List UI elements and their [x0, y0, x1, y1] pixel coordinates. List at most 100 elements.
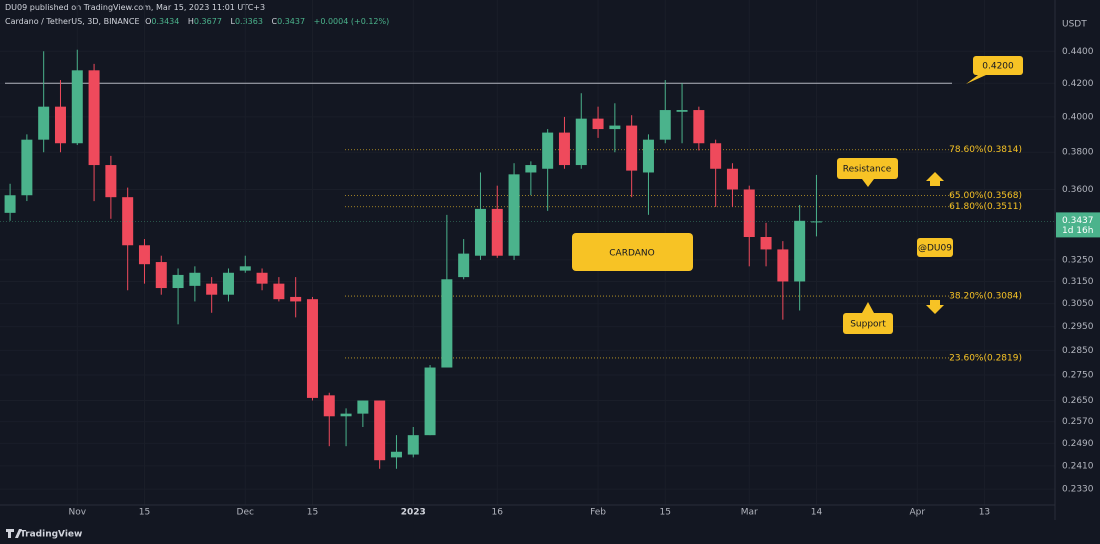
x-tick-label: 13: [979, 508, 990, 518]
candle-body: [659, 110, 671, 140]
x-tick-label: 16: [492, 508, 504, 518]
x-tick-label: 14: [811, 508, 823, 518]
candle-body: [525, 165, 537, 173]
up-arrow: [926, 172, 944, 186]
candle-body: [256, 272, 268, 284]
candle-body: [323, 395, 335, 417]
candle-body: [558, 132, 570, 166]
y-tick-label: 0.4400: [1062, 47, 1094, 57]
y-tick-label: 0.4000: [1062, 112, 1094, 122]
ohlc-letter: L: [230, 17, 235, 26]
candle-body: [794, 220, 806, 282]
title: CARDANO: [609, 249, 654, 259]
symbol: Cardano / TetherUS, 3D, BINANCE: [5, 17, 140, 26]
candle-body: [474, 208, 486, 256]
price-tag-value: 0.3437: [1062, 216, 1094, 226]
candle-body: [189, 272, 201, 286]
x-tick-label: Apr: [909, 508, 925, 518]
candle-body: [222, 272, 234, 295]
grid: [0, 0, 1055, 505]
price-tag: [1056, 212, 1100, 238]
y-tick-label: 0.2850: [1062, 346, 1094, 356]
candle-body: [458, 253, 470, 278]
x-tick-label: Dec: [237, 508, 254, 518]
candle-body: [542, 132, 554, 169]
candle-body: [491, 208, 503, 256]
x-tick-label: 15: [139, 508, 150, 518]
support-box: [843, 313, 893, 334]
candle-body: [626, 125, 638, 171]
y-tick-label: 0.3250: [1062, 255, 1094, 265]
resistance-label: Resistance: [843, 165, 892, 175]
level-callout-box: [973, 56, 1023, 75]
fib-label: 78.60%(0.3814): [949, 145, 1022, 155]
candle-body: [592, 118, 604, 130]
ohlc-value: 0.3677: [193, 17, 222, 26]
fib-label: 61.80%(0.3511): [949, 202, 1022, 212]
y-tick-label: 0.2750: [1062, 370, 1094, 380]
ohlc-letter: C: [271, 17, 278, 26]
logo-icon: [6, 529, 22, 538]
candle-body: [239, 266, 251, 271]
candle-body: [290, 296, 302, 302]
y-tick-label: 0.3150: [1062, 277, 1094, 287]
y-tick-label: 0.2330: [1062, 485, 1094, 495]
x-tick-label: Mar: [741, 508, 758, 518]
candle-body: [138, 245, 150, 265]
resistance-pointer: [862, 179, 874, 187]
ohlc-letter: O: [145, 17, 152, 26]
support-pointer: [862, 302, 874, 313]
ohlc-value: 0.3434: [151, 17, 180, 26]
candle-body: [122, 197, 134, 246]
fib-label: 65.00%(0.3568): [949, 191, 1022, 201]
logo: TradingView: [20, 530, 82, 540]
candle-body: [777, 249, 789, 282]
candle-body: [743, 189, 755, 238]
x-tick-label: 2023: [401, 508, 426, 518]
y-tick-label: 0.2650: [1062, 396, 1094, 406]
ohlc: C0.3437: [271, 17, 308, 26]
y-tick-label: 0.2490: [1062, 439, 1094, 449]
candle-body: [172, 274, 184, 289]
candle-body: [575, 118, 587, 166]
fib-label: 23.60%(0.2819): [949, 353, 1022, 363]
candle-body: [710, 143, 722, 169]
marks: 0.4400 0.4200 0.4000 0.3800 0.3600 0.3250 0.31…: [0, 47, 1100, 518]
title-box: [572, 233, 693, 271]
candle-body: [88, 70, 100, 166]
change: +0.0004 (+0.12%): [313, 17, 390, 26]
resistance-box: [837, 158, 898, 179]
candle-body: [340, 413, 352, 417]
candle-body: [4, 195, 16, 213]
candle-body: [676, 110, 688, 112]
candle-body: [760, 237, 772, 250]
y-tick-label: 0.2570: [1062, 417, 1094, 427]
down-arrow: [926, 300, 944, 314]
ohlc: L0.3363: [230, 17, 265, 26]
symbol-line: Cardano / TetherUS, 3D, BINANCE O0.3434 …: [5, 17, 392, 26]
candle-body: [306, 299, 318, 398]
x-tick-label: 15: [307, 508, 318, 518]
publisher: DU09 published on TradingView.com, Mar 1…: [5, 3, 266, 12]
candle-body: [357, 400, 369, 414]
candle-body: [407, 435, 419, 455]
y-tick-label: 0.2950: [1062, 322, 1094, 332]
candle-body: [424, 367, 436, 436]
x-tick-label: Feb: [590, 508, 606, 518]
candle-body: [508, 174, 520, 256]
y-tick-label: 0.3050: [1062, 299, 1094, 309]
price-tag-countdown: 1d 16h: [1062, 226, 1093, 236]
candle-body: [54, 106, 66, 144]
candle-body: [609, 125, 621, 130]
y-tick-label: 0.3800: [1062, 148, 1094, 158]
y-tick-label: 0.2410: [1062, 461, 1094, 471]
candle-body: [155, 262, 167, 289]
y-tick-label: 0.4200: [1062, 79, 1094, 89]
candle-body: [71, 70, 83, 144]
support-label: Support: [850, 320, 886, 330]
fib-label: 38.20%(0.3084): [949, 292, 1022, 302]
ohlc-letter: H: [187, 17, 194, 26]
candle-body: [21, 139, 33, 196]
